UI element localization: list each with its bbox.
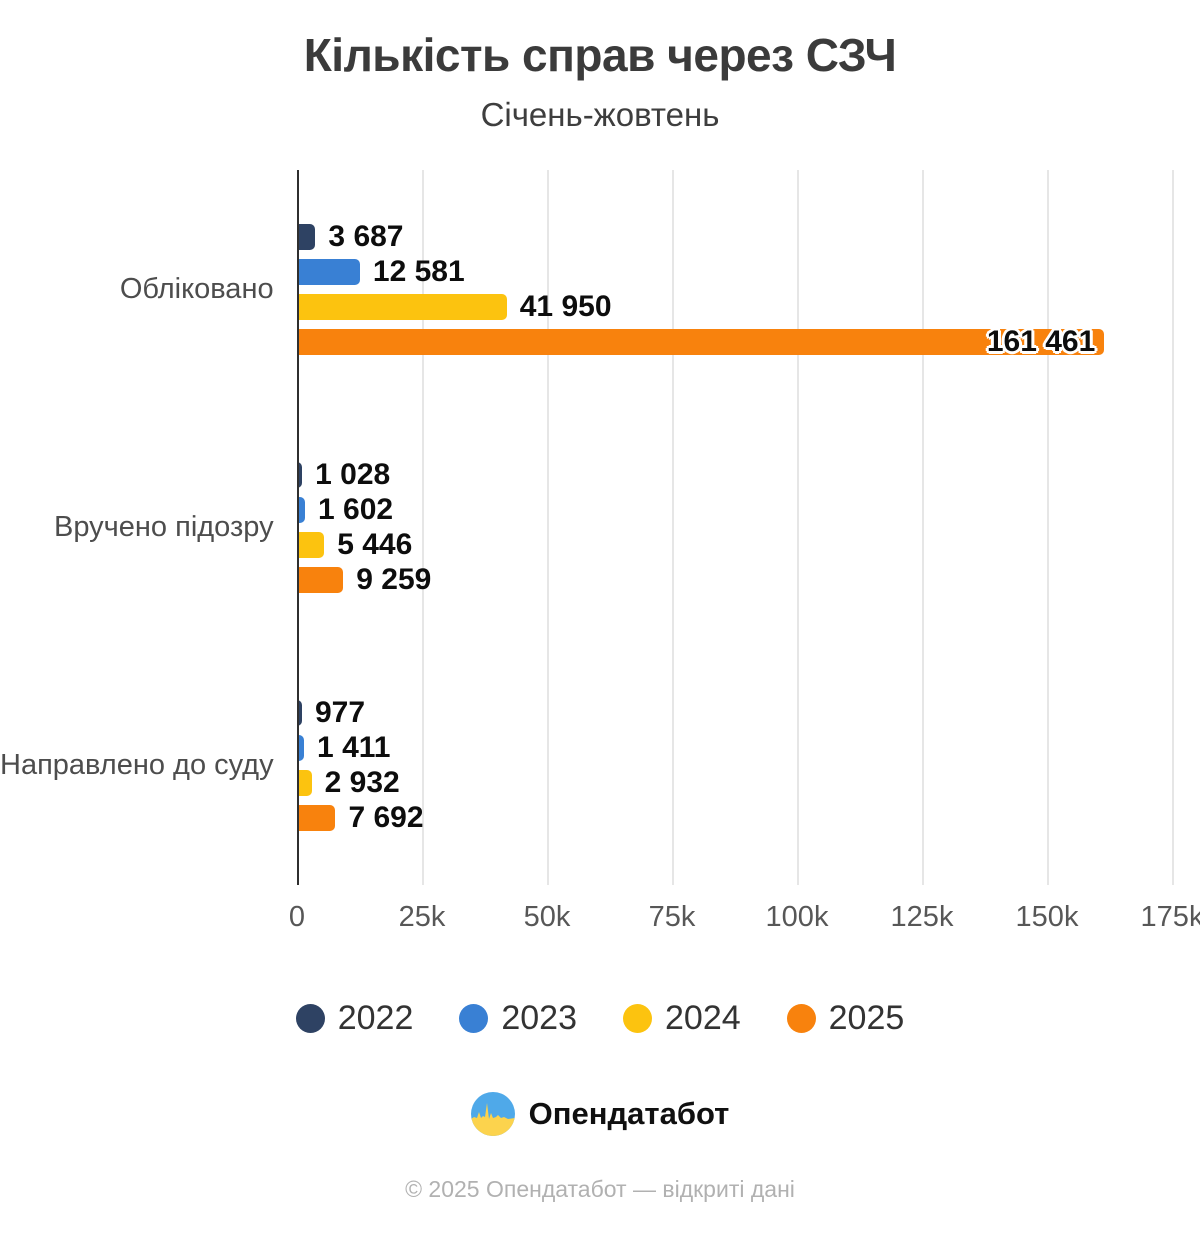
legend-marker-icon <box>623 1004 652 1033</box>
x-axis-ticks: 0 25k 50k 75k 100k 125k 150k 175k <box>289 885 1200 955</box>
bar-group: 977 1 411 2 932 7 692 <box>297 647 1172 885</box>
legend-label: 2022 <box>337 999 414 1037</box>
bar-2024 <box>297 293 507 320</box>
bar-group: 3 687 12 581 41 950 161 461 <box>297 170 1172 408</box>
bar-group: 1 028 1 602 5 446 9 259 <box>297 408 1172 646</box>
category-label: Вручено підозру <box>54 510 274 543</box>
x-tick-label: 125k <box>890 901 954 933</box>
category-label: Направлено до суду <box>0 749 274 782</box>
x-tick-label: 50k <box>523 901 571 933</box>
bar-value-label: 977 <box>315 696 366 730</box>
bar-value-label: 41 950 <box>519 289 612 323</box>
bar-2024 <box>297 531 325 558</box>
legend-marker-icon <box>786 1004 816 1033</box>
bar-row: 3 687 <box>297 219 1172 253</box>
bar-value-label: 7 692 <box>348 801 424 835</box>
opendatabot-logo-icon <box>470 1092 515 1136</box>
legend: 2022 2023 2024 2025 <box>0 999 1200 1038</box>
bar-2023 <box>297 258 360 285</box>
bar-2024 <box>297 770 312 797</box>
x-tick-label: 75k <box>648 901 696 933</box>
bar-row: 7 692 <box>297 801 1172 835</box>
bar-value-label: 3 687 <box>328 219 404 253</box>
x-tick-label: 0 <box>288 901 306 933</box>
bar-2022 <box>297 223 316 250</box>
bar-2025 <box>297 805 336 832</box>
legend-marker-icon <box>295 1004 325 1033</box>
category-labels-column: Обліковано Вручено підозру Направлено до с… <box>0 170 297 885</box>
bar-2022 <box>297 461 303 488</box>
x-tick-label: 150k <box>1015 901 1079 933</box>
bar-value-label: 2 932 <box>324 766 400 800</box>
bar-row: 161 461 <box>297 324 1172 358</box>
legend-item-2022: 2022 <box>295 999 414 1038</box>
gridline <box>547 170 549 885</box>
gridline <box>422 170 424 885</box>
legend-label: 2025 <box>828 999 905 1037</box>
bar-row: 41 950 <box>297 289 1172 323</box>
gridline <box>797 170 799 885</box>
bar-2025 <box>297 566 344 593</box>
plot-area: 3 687 12 581 41 950 161 461 1 028 1 602 5 446 9… <box>297 170 1174 885</box>
bar-2023 <box>297 496 305 523</box>
bar-chart: Обліковано Вручено підозру Направлено до с… <box>0 170 1200 885</box>
bar-value-label: 9 259 <box>356 562 432 596</box>
chart-subtitle: Січень-жовтень <box>480 96 720 133</box>
bar-groups: 3 687 12 581 41 950 161 461 1 028 1 602 5 446 9… <box>297 170 1172 885</box>
bar-row: 9 259 <box>297 562 1172 596</box>
bar-value-label: 161 461 <box>986 324 1096 358</box>
brand-name: Опендатабот <box>528 1096 730 1131</box>
x-axis: 0 25k 50k 75k 100k 125k 150k 175k <box>0 885 1200 955</box>
bar-row: 1 602 <box>297 492 1172 526</box>
bar-value-label: 5 446 <box>337 527 413 561</box>
bar-row: 977 <box>297 696 1172 730</box>
legend-label: 2023 <box>501 999 577 1037</box>
legend-item-2024: 2024 <box>623 999 741 1038</box>
copyright-text: © 2025 Опендатабот — відкриті дані <box>405 1176 795 1202</box>
bar-value-label: 1 028 <box>315 457 391 491</box>
legend-marker-icon <box>459 1004 489 1033</box>
category-label: Обліковано <box>119 272 274 305</box>
x-tick-label: 25k <box>398 901 446 933</box>
bar-2023 <box>297 735 305 762</box>
y-axis-line <box>297 170 299 885</box>
bar-row: 5 446 <box>297 527 1172 561</box>
x-tick-label: 175k <box>1140 901 1200 933</box>
bar-row: 12 581 <box>297 254 1172 288</box>
gridline <box>1047 170 1049 885</box>
bar-value-label: 12 581 <box>372 254 465 288</box>
x-axis-spacer <box>0 885 297 955</box>
bar-row: 1 028 <box>297 457 1172 491</box>
gridline <box>672 170 674 885</box>
brand-row: Опендатабот <box>0 1092 1200 1136</box>
gridline <box>922 170 924 885</box>
bar-value-label: 1 411 <box>317 731 391 765</box>
bar-2022 <box>297 700 302 727</box>
bar-row: 1 411 <box>297 731 1172 765</box>
legend-item-2023: 2023 <box>459 999 577 1038</box>
bar-row: 2 932 <box>297 766 1172 800</box>
bar-value-label: 1 602 <box>318 492 394 526</box>
legend-item-2025: 2025 <box>786 999 905 1038</box>
bar-2025: 161 461 <box>297 324 1105 358</box>
legend-label: 2024 <box>665 999 741 1037</box>
gridline <box>1172 170 1174 885</box>
x-tick-label: 100k <box>765 901 829 933</box>
chart-title: Кількість справ через СЗЧ <box>303 29 897 81</box>
